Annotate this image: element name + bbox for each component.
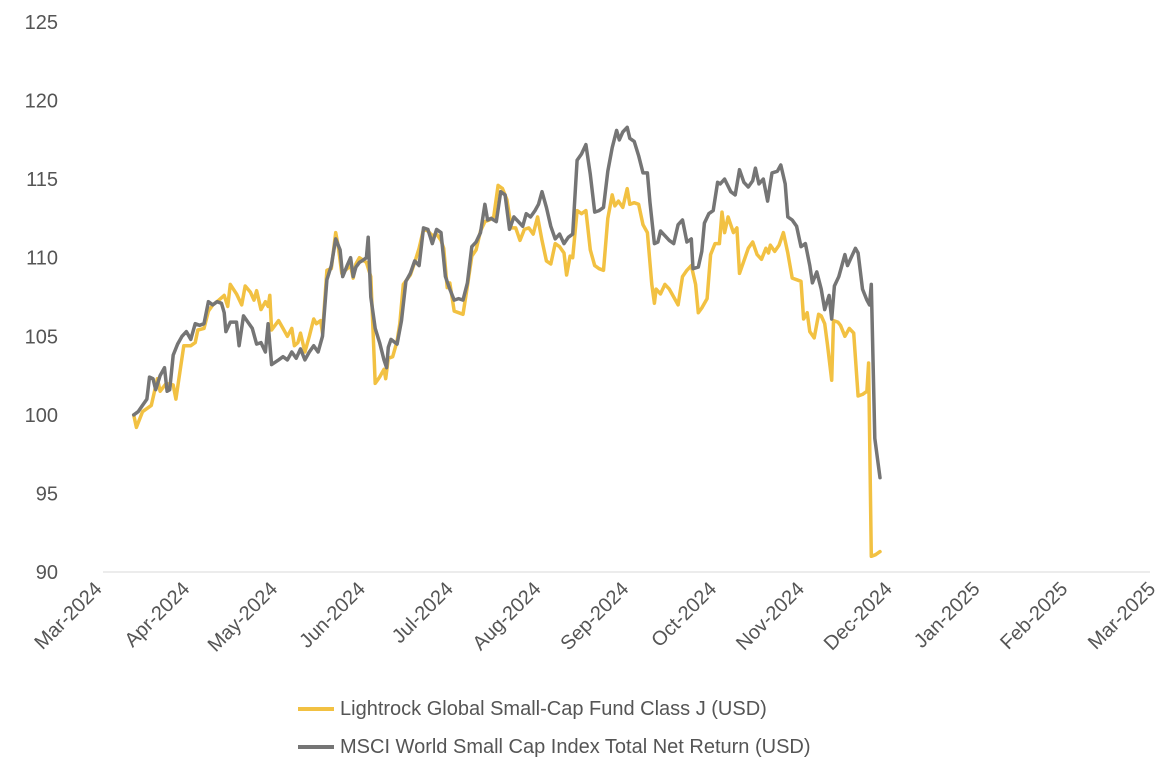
x-tick-label: Mar-2024 <box>30 578 106 654</box>
x-tick-label: Nov-2024 <box>732 578 809 655</box>
series-line-fund <box>131 183 882 559</box>
y-tick-label: 120 <box>25 91 58 113</box>
y-tick-label: 95 <box>36 483 58 505</box>
series-layer <box>131 125 882 559</box>
x-axis: Mar-2024 Apr-2024 May-2024 Jun-2024 Jul-2024… <box>30 578 1160 656</box>
x-tick-label: May-2024 <box>204 578 282 656</box>
x-tick-label: Dec-2024 <box>820 578 897 655</box>
legend-item-fund: Lightrock Global Small-Cap Fund Class J … <box>298 690 811 728</box>
series-line-index <box>131 125 882 480</box>
y-axis: 90 95 100 105 110 115 120 125 <box>25 12 58 584</box>
x-tick-label: Sep-2024 <box>556 578 633 655</box>
x-tick-label: Aug-2024 <box>469 578 546 655</box>
x-tick-label: Mar-2025 <box>1084 578 1160 654</box>
legend-label-index: MSCI World Small Cap Index Total Net Ret… <box>340 735 811 758</box>
x-tick-label: Apr-2024 <box>121 578 195 652</box>
legend-label-fund: Lightrock Global Small-Cap Fund Class J … <box>340 697 767 720</box>
legend-swatch-index <box>298 745 334 749</box>
legend-swatch-fund <box>298 707 334 711</box>
legend-item-index: MSCI World Small Cap Index Total Net Ret… <box>298 728 811 766</box>
x-tick-label: Jul-2024 <box>388 578 458 648</box>
y-tick-label: 100 <box>25 405 58 427</box>
y-tick-label: 90 <box>36 562 58 584</box>
y-tick-label: 105 <box>25 326 58 348</box>
y-tick-label: 115 <box>26 169 58 191</box>
legend: Lightrock Global Small-Cap Fund Class J … <box>298 690 811 766</box>
x-tick-label: Jun-2024 <box>295 578 370 653</box>
y-tick-label: 110 <box>26 248 58 270</box>
y-tick-label: 125 <box>25 12 58 34</box>
x-tick-label: Oct-2024 <box>647 578 721 652</box>
x-tick-label: Feb-2025 <box>996 578 1072 654</box>
x-tick-label: Jan-2025 <box>910 578 985 653</box>
